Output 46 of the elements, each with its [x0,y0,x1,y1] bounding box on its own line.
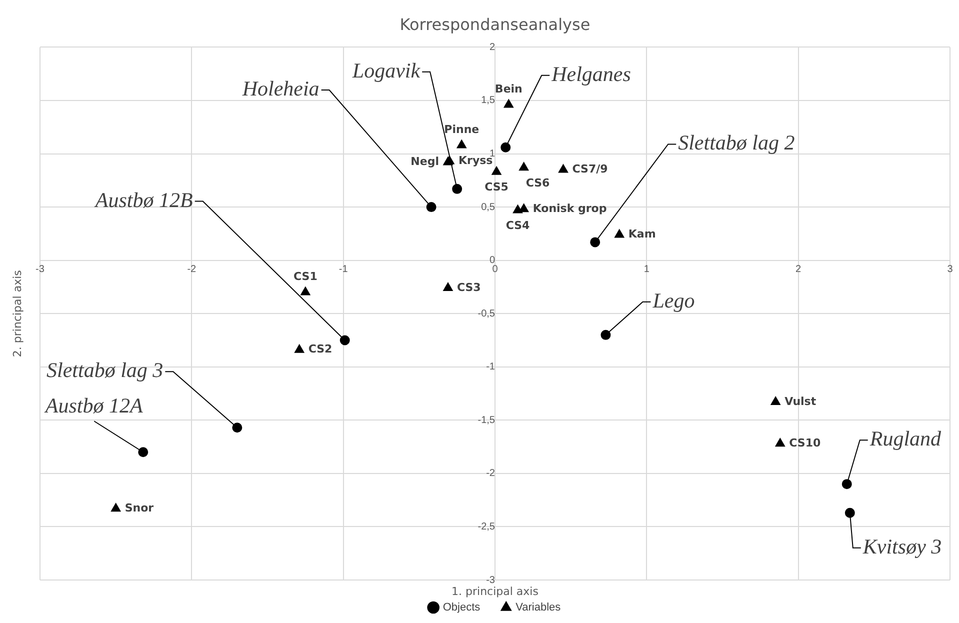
legend-label: Variables [516,602,562,614]
data-label: Slettabø lag 2 [678,130,796,155]
data-label: Negl [410,155,439,168]
y-tick-label: 0 [489,255,496,266]
data-label: CS4 [506,219,530,232]
x-tick-label: -1 [338,264,348,276]
legend-label: Objects [442,602,481,614]
data-label: Vulst [784,394,816,408]
data-label: CS5 [484,180,508,194]
data-label: Holeheia [241,76,320,101]
data-label: Slettabø lag 3 [46,358,164,382]
data-label: Helganes [550,62,631,86]
y-tick-label: 1,5 [481,95,496,106]
y-tick-label: -3 [486,574,496,586]
data-label: CS10 [789,436,821,450]
chart-title: Korrespondanseanalyse [400,14,590,34]
y-tick-label: 0,5 [481,202,496,213]
data-label: Pinne [444,123,480,136]
y-tick-label: -1,5 [478,414,496,426]
data-label: CS2 [308,342,332,356]
data-label: Lego [652,288,695,312]
x-tick-label: 3 [947,264,954,276]
x-tick-label: -3 [36,264,45,276]
y-axis-title: 2. principal axis [10,270,24,358]
y-tick-label: 2 [489,42,496,53]
data-label: CS7/9 [572,162,608,176]
data-label: Austbø 12A [43,394,144,418]
data-label: CS6 [526,176,550,190]
x-tick-label: 1 [644,264,650,276]
y-tick-label: -2,5 [478,521,496,532]
data-label: Austbø 12B [93,188,194,212]
data-label: Logavik [351,58,421,82]
x-tick-label: 2 [796,264,802,276]
data-label: Kvitsøy 3 [862,534,942,558]
data-label: CS3 [456,280,481,294]
data-label: Kam [628,228,656,241]
data-label: CS1 [293,270,318,284]
y-tick-label: -2 [486,468,496,480]
data-label: Snor [124,501,154,514]
data-label: Rugland [868,426,942,451]
data-label: Konisk grop [532,202,607,216]
x-axis-title: 1. principal axis [452,584,539,598]
x-tick-label: -2 [187,264,197,276]
y-tick-label: -0,5 [478,308,496,320]
data-label: Bein [494,82,522,96]
y-tick-label: -1 [486,362,496,373]
